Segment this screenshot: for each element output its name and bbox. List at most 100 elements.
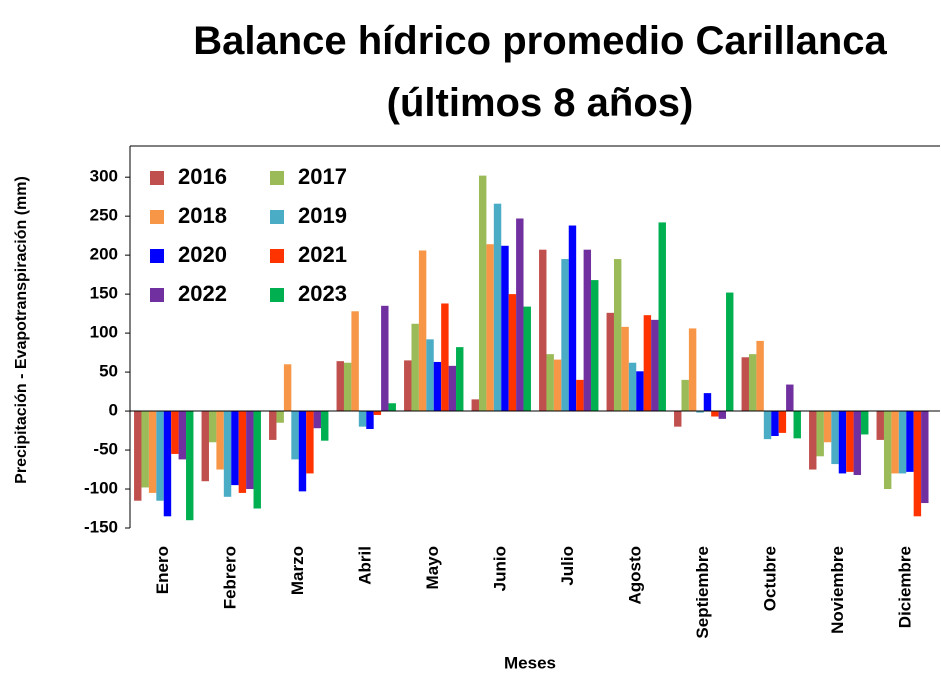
bar: [913, 411, 922, 517]
bar: [591, 280, 599, 412]
bar: [373, 411, 382, 415]
bar: [906, 411, 914, 472]
legend-swatch: [150, 210, 164, 224]
bar: [756, 340, 764, 412]
chart-title: Balance hídrico promedio Carillanca (últ…: [193, 19, 887, 125]
bar: [831, 411, 839, 465]
bar: [561, 259, 569, 412]
bar: [223, 411, 232, 497]
bar: [186, 411, 194, 521]
bar: [269, 411, 277, 440]
bar: [246, 411, 254, 490]
bar: [539, 249, 547, 412]
x-tick-label: Julio: [558, 546, 577, 586]
bar: [876, 411, 884, 440]
legend-label: 2017: [298, 164, 347, 189]
bar: [306, 411, 314, 474]
bar: [771, 411, 779, 437]
bar: [441, 303, 449, 412]
bar: [291, 411, 299, 460]
bar: [696, 411, 704, 413]
bar: [688, 328, 697, 412]
legend-label: 2019: [298, 203, 347, 228]
bar: [853, 411, 862, 475]
bar: [718, 411, 727, 419]
bar: [433, 361, 442, 412]
y-axis-label: Precipitación - Evapotranspiración (mm): [13, 176, 30, 484]
bar: [283, 364, 292, 412]
y-tick-label: 100: [90, 323, 118, 342]
bar: [786, 384, 794, 412]
x-tick-label: Noviembre: [828, 546, 847, 634]
bar: [418, 250, 427, 412]
bar: [816, 411, 824, 457]
bar: [508, 294, 517, 412]
x-tick-label: Octubre: [761, 546, 780, 611]
bar: [471, 399, 479, 412]
x-tick-label: Mayo: [423, 546, 442, 589]
bar: [748, 354, 757, 412]
bar: [921, 411, 929, 504]
bar: [426, 339, 434, 412]
bar: [448, 365, 457, 412]
bar: [838, 411, 847, 474]
bar: [134, 411, 142, 501]
x-tick-label: Diciembre: [896, 546, 915, 628]
bar: [883, 411, 892, 490]
bar: [171, 411, 179, 454]
bar: [516, 218, 524, 412]
bar: [178, 411, 187, 460]
bar: [321, 411, 329, 441]
legend-swatch: [270, 288, 284, 302]
bar: [891, 411, 899, 474]
bar: [726, 292, 734, 412]
y-tick-label: 50: [99, 362, 118, 381]
legend-label: 2022: [178, 281, 227, 306]
bar: [846, 411, 854, 472]
y-tick-label: 150: [90, 284, 118, 303]
bar: [809, 411, 817, 470]
bar: [493, 203, 502, 412]
bar: [636, 371, 644, 412]
bar: [711, 411, 719, 417]
bar: [253, 411, 261, 509]
bar: [486, 244, 494, 412]
x-tick-label: Abril: [356, 546, 375, 585]
legend-label: 2018: [178, 203, 227, 228]
bar: [343, 362, 352, 412]
legend-swatch: [150, 288, 164, 302]
bar: [404, 360, 412, 412]
bar: [238, 411, 247, 493]
legend-label: 2021: [298, 242, 347, 267]
bar: [651, 319, 659, 412]
bar: [208, 411, 217, 443]
bar: [388, 403, 396, 412]
legend-label: 2016: [178, 164, 227, 189]
bar: [523, 306, 531, 412]
bar: [501, 245, 509, 412]
x-tick-label: Agosto: [626, 546, 645, 605]
bar: [628, 362, 637, 412]
bar: [313, 411, 322, 429]
bar: [546, 354, 554, 412]
legend-label: 2020: [178, 242, 227, 267]
bar: [351, 311, 359, 412]
bar: [643, 315, 652, 412]
bar: [141, 411, 149, 488]
bar: [763, 411, 772, 440]
y-tick-label: 0: [109, 401, 118, 420]
bar: [681, 379, 689, 412]
bar: [456, 347, 464, 412]
legend-swatch: [150, 171, 164, 185]
bar: [358, 411, 367, 427]
bar: [674, 411, 682, 427]
bar: [741, 357, 749, 412]
x-tick-label: Enero: [153, 546, 172, 594]
legend-swatch: [270, 210, 284, 224]
y-tick-label: -100: [84, 479, 118, 498]
bar: [381, 305, 389, 412]
bar: [336, 361, 344, 412]
bar: [823, 411, 832, 443]
x-tick-label: Junio: [491, 546, 510, 591]
